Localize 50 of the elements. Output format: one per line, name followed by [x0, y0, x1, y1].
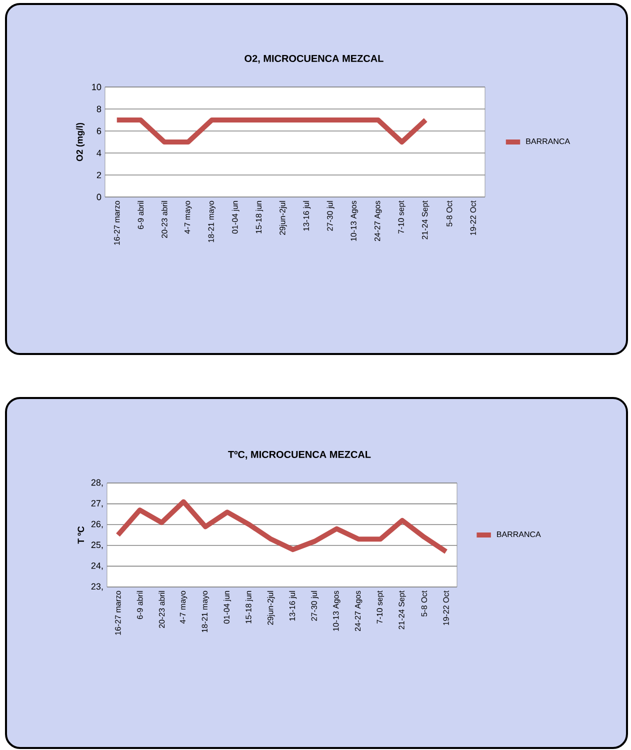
x-tick-label: 16-27 marzo — [115, 590, 121, 635]
x-tick-label: 20-23 abril — [161, 201, 168, 238]
x-tick-label: 6-9 abril — [138, 201, 144, 230]
y-tick-label: 0 — [96, 194, 102, 200]
x-tick-label: 6-9 abril — [136, 591, 143, 620]
y-tick-label: 8 — [96, 106, 102, 112]
y-tick-label: 2 — [96, 172, 102, 178]
x-tick-label: 21-24 Sept — [398, 590, 406, 630]
x-tick-label: 13-16 jul — [289, 591, 297, 621]
x-tick-label: 27-30 jul — [311, 591, 319, 621]
x-tick-label: 7-10 sept — [376, 590, 384, 624]
x-tick-label: 24-27 Agos — [354, 590, 362, 632]
y-tick-label: 27, — [91, 500, 103, 508]
x-tick-label: 24-27 Agos — [374, 200, 382, 242]
legend-label: BARRANCA — [497, 531, 541, 538]
x-tick-label: 5-8 Oct — [421, 590, 428, 616]
x-tick-label: 19-22 Oct — [443, 590, 449, 626]
x-tick-label: 10-13 Agos — [350, 200, 358, 241]
y-axis-title: O2 (mg/l) — [76, 122, 85, 162]
chart-title: O2, MICROCUENCA MEZCAL — [244, 54, 384, 64]
x-tick-label: 16-27 marzo — [114, 200, 120, 245]
y-tick-label: 23, — [91, 583, 103, 591]
y-tick-label: 10 — [92, 84, 102, 90]
x-tick-label: 21-24 Sept — [422, 200, 430, 240]
x-tick-label: 5-8 Oct — [446, 200, 452, 226]
x-tick-label: 20-23 abril — [158, 591, 165, 628]
x-tick-label: 4-7 mayo — [180, 590, 188, 624]
y-tick-label: 25, — [91, 542, 103, 550]
y-tick-label: 26, — [91, 520, 103, 528]
x-tick-label: 01-04 jun — [224, 591, 232, 624]
x-tick-label: 01-04 jun — [232, 201, 240, 234]
x-tick-label: 7-10 sept — [398, 200, 406, 234]
x-tick-label: 4-7 mayo — [184, 200, 192, 234]
x-tick-label: 19-22 Oct — [470, 200, 476, 236]
legend-label: BARRANCA — [526, 138, 570, 144]
x-tick-label: 18-21 mayo — [208, 200, 216, 242]
x-tick-label: 27-30 jul — [326, 201, 334, 231]
x-tick-label: 29jun-2jul — [267, 591, 275, 625]
y-tick-label: 24, — [91, 562, 103, 570]
x-tick-label: 13-16 jul — [303, 201, 311, 231]
x-tick-label: 29jun-2jul — [279, 201, 287, 235]
y-axis-title: T ºC — [78, 526, 84, 544]
y-tick-label: 28, — [91, 479, 103, 487]
x-tick-label: 15-18 jun — [245, 591, 253, 624]
x-tick-label: 15-18 jun — [256, 201, 264, 234]
x-tick-label: 18-21 mayo — [202, 590, 210, 632]
y-tick-label: 6 — [96, 128, 102, 134]
y-tick-label: 4 — [96, 150, 102, 156]
x-tick-label: 10-13 Agos — [333, 590, 340, 631]
chart-title: TºC, MICROCUENCA MEZCAL — [228, 450, 371, 460]
